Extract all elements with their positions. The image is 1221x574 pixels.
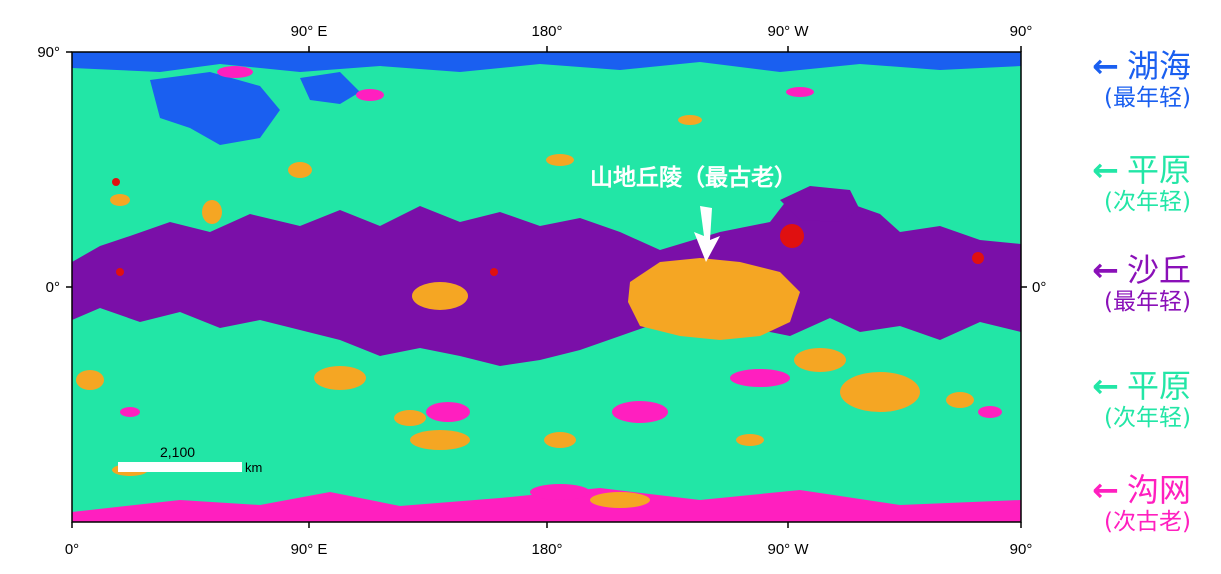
top-tick-label-90w: 90° W — [767, 23, 809, 40]
legend-unit-age: (次年轻) — [1104, 404, 1191, 431]
legend-item-4: ← 沟网 (次古老) — [1092, 472, 1191, 535]
mountains-annotation: 山地丘陵（最古老） — [590, 165, 797, 191]
top-tick-label-90e: 90° E — [291, 23, 328, 40]
axis-ticks — [66, 46, 1027, 528]
left-arrow-icon: ← — [1092, 151, 1119, 189]
bottom-tick-label-90e: 90° E — [291, 541, 328, 558]
scale-bar-value: 2,100 — [160, 444, 196, 460]
left-arrow-icon: ← — [1092, 47, 1119, 85]
legend-item-0: ← 湖海 (最年轻) — [1092, 48, 1191, 111]
left-arrow-icon: ← — [1092, 251, 1119, 289]
left-arrow-icon: ← — [1092, 367, 1119, 405]
legend-unit-label: 沟网 — [1126, 471, 1191, 509]
legend-unit-label: 平原 — [1126, 151, 1191, 189]
lakes-unit-kraken — [150, 72, 280, 145]
map-body — [72, 52, 1021, 522]
legend-unit-age: (次古老) — [1104, 508, 1191, 535]
lakes-unit-north — [72, 52, 1021, 72]
labyrinth-unit — [72, 66, 1021, 522]
mountains-unit — [76, 115, 974, 508]
legend-item-name: ← 湖海 — [1092, 48, 1191, 85]
legend-item-name: ← 沙丘 — [1092, 252, 1191, 289]
crater-unit — [112, 178, 984, 276]
scale-bar — [118, 462, 242, 472]
top-tick-label-90-right: 90° — [1010, 23, 1033, 40]
legend-item-name: ← 平原 — [1092, 368, 1191, 405]
legend-unit-label: 湖海 — [1126, 47, 1191, 85]
legend-item-name: ← 平原 — [1092, 152, 1191, 189]
bottom-tick-label-90-right: 90° — [1010, 541, 1033, 558]
legend-unit-age: (最年轻) — [1104, 288, 1191, 315]
legend-item-2: ← 沙丘 (最年轻) — [1092, 252, 1191, 315]
scale-bar-unit: km — [245, 460, 263, 475]
legend-unit-age: (次年轻) — [1104, 188, 1191, 215]
legend-unit-label: 平原 — [1126, 367, 1191, 405]
legend-item-1: ← 平原 (次年轻) — [1092, 152, 1191, 215]
left-tick-label-90: 90° — [37, 44, 60, 61]
bottom-tick-label-90w: 90° W — [767, 541, 809, 558]
dunes-unit-north-patch — [780, 186, 860, 222]
legend-unit-label: 沙丘 — [1126, 251, 1191, 289]
left-arrow-icon: ← — [1092, 471, 1119, 509]
legend-item-3: ← 平原 (次年轻) — [1092, 368, 1191, 431]
annotation-arrow-icon — [694, 206, 720, 262]
bottom-tick-label-180: 180° — [531, 541, 562, 558]
right-tick-label-0: 0° — [1032, 279, 1046, 296]
legend-unit-age: (最年轻) — [1104, 84, 1191, 111]
top-tick-label-180: 180° — [531, 23, 562, 40]
left-tick-label-0: 0° — [46, 279, 60, 296]
legend-item-name: ← 沟网 — [1092, 472, 1191, 509]
lakes-unit-ligeia — [300, 72, 360, 104]
bottom-tick-label-0: 0° — [65, 541, 79, 558]
